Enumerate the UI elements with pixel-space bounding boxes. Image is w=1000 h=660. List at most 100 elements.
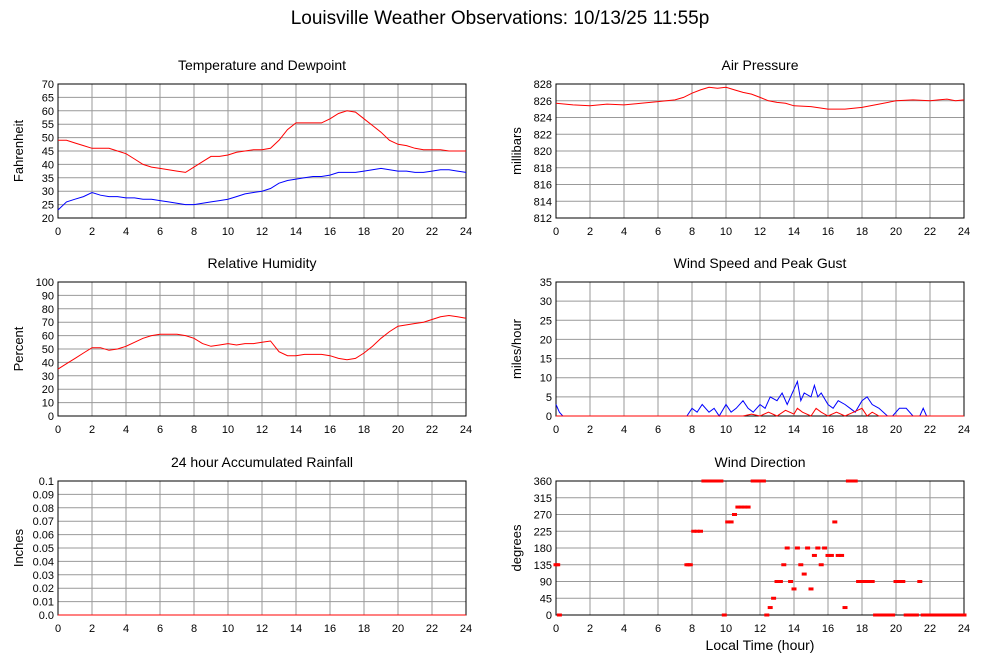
y-tick-label: 828: [534, 79, 552, 91]
data-point: [961, 613, 967, 617]
plot-frame: [555, 83, 965, 219]
x-tick-label: 4: [123, 424, 129, 436]
x-tick-label: 6: [655, 623, 661, 635]
y-tick-label: 135: [534, 560, 552, 572]
y-tick-label: 0.05: [33, 543, 54, 555]
y-tick-label: 5: [546, 392, 552, 404]
y-tick-label: 820: [534, 146, 552, 158]
data-point: [784, 546, 790, 550]
data-point: [958, 613, 964, 617]
y-tick-label: 816: [534, 180, 552, 192]
y-tick-label: 70: [42, 317, 54, 329]
data-point: [808, 587, 814, 591]
y-axis-label: Inches: [11, 528, 26, 567]
data-point: [805, 546, 811, 550]
data-point: [745, 505, 751, 509]
data-point: [920, 613, 926, 617]
data-point: [947, 613, 953, 617]
x-tick-label: 24: [460, 226, 472, 238]
x-tick-label: 0: [55, 226, 61, 238]
y-tick-label: 60: [42, 106, 54, 118]
data-point: [924, 613, 930, 617]
x-tick-label: 18: [358, 424, 370, 436]
y-tick-label: 90: [540, 577, 552, 589]
x-tick-label: 16: [324, 226, 336, 238]
data-point: [687, 563, 693, 567]
data-point: [750, 479, 756, 483]
x-tick-label: 14: [788, 424, 800, 436]
data-point: [701, 479, 707, 483]
y-tick-label: 60: [42, 331, 54, 343]
data-point: [856, 580, 862, 583]
x-tick-label: 14: [788, 623, 800, 635]
x-tick-label: 8: [191, 424, 197, 436]
x-tick-label: 4: [621, 424, 627, 436]
x-tick-label: 16: [822, 424, 834, 436]
data-point: [704, 479, 710, 483]
x-tick-label: 4: [123, 623, 129, 635]
data-point: [698, 529, 703, 533]
y-axis-label: miles/hour: [509, 318, 524, 379]
data-point: [896, 580, 902, 583]
y-tick-label: 818: [534, 163, 552, 175]
data-point: [934, 613, 940, 617]
data-point: [742, 505, 748, 509]
y-tick-label: 0: [546, 610, 552, 622]
x-tick-label: 10: [222, 424, 234, 436]
x-tick-label: 20: [392, 226, 404, 238]
y-tick-label: 90: [42, 290, 54, 302]
x-tick-label: 20: [392, 424, 404, 436]
data-point: [708, 479, 714, 483]
data-point: [691, 529, 697, 533]
data-point: [944, 613, 950, 617]
y-tick-label: 40: [42, 159, 54, 171]
x-tick-label: 4: [621, 623, 627, 635]
data-point: [893, 580, 899, 583]
page-title: Louisville Weather Observations: 10/13/2…: [290, 8, 710, 29]
y-axis-label: Fahrenheit: [11, 120, 26, 183]
data-point: [781, 563, 787, 567]
x-tick-label: 12: [256, 226, 268, 238]
x-tick-label: 22: [426, 226, 438, 238]
data-point: [954, 613, 960, 617]
x-tick-label: 22: [426, 623, 438, 635]
y-tick-label: 50: [42, 344, 54, 356]
data-point: [890, 613, 896, 617]
x-tick-label: 8: [689, 226, 695, 238]
data-point: [760, 479, 766, 483]
x-tick-label: 8: [191, 226, 197, 238]
data-point: [811, 553, 817, 557]
x-tick-label: 6: [157, 424, 163, 436]
y-tick-label: 70: [42, 79, 54, 91]
x-tick-label: 18: [358, 623, 370, 635]
y-tick-label: 20: [540, 334, 552, 346]
x-tick-label: 4: [621, 226, 627, 238]
x-tick-label: 0: [553, 623, 559, 635]
x-axis-label: Local Time (hour): [706, 637, 815, 653]
plot-frame: [57, 281, 467, 417]
y-tick-label: 20: [42, 384, 54, 396]
data-point: [735, 505, 741, 509]
data-point: [876, 613, 882, 617]
series-line: [57, 314, 467, 370]
x-tick-label: 18: [358, 226, 370, 238]
y-tick-label: 50: [42, 133, 54, 145]
data-point: [913, 613, 919, 617]
y-tick-label: 0.0: [39, 610, 54, 622]
data-point: [910, 613, 916, 617]
data-point: [725, 520, 731, 524]
y-tick-label: 45: [540, 593, 552, 605]
data-point: [801, 572, 807, 576]
chart-title: Wind Direction: [714, 454, 805, 470]
y-tick-label: 814: [534, 196, 552, 208]
x-tick-label: 2: [89, 424, 95, 436]
x-tick-label: 12: [754, 623, 766, 635]
x-tick-label: 6: [655, 226, 661, 238]
data-point: [859, 580, 865, 583]
data-point: [798, 563, 804, 567]
x-tick-label: 16: [324, 424, 336, 436]
x-tick-label: 20: [890, 424, 902, 436]
